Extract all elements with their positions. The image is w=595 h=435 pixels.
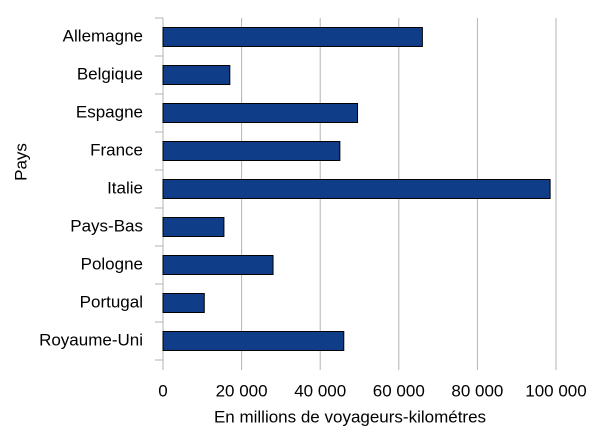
bar — [162, 27, 423, 47]
bar — [162, 293, 205, 313]
y-tick-label: Royaume-Uni — [39, 330, 143, 349]
y-tick-label: Italie — [107, 178, 143, 197]
y-tick-label: Pays-Bas — [70, 216, 143, 235]
bar — [162, 331, 345, 351]
y-tick-label: Portugal — [80, 292, 143, 311]
x-tick-label: 20 000 — [216, 381, 268, 400]
y-tick-label: Espagne — [76, 102, 143, 121]
y-axis-label: Pays — [11, 143, 30, 181]
bar — [162, 65, 231, 85]
x-tick-label: 40 000 — [294, 381, 346, 400]
y-tick-label: France — [90, 140, 143, 159]
bar — [162, 255, 274, 275]
bar — [162, 141, 341, 161]
x-tick-label: 60 000 — [373, 381, 425, 400]
bar — [162, 179, 551, 199]
y-tick-label: Allemagne — [63, 26, 143, 45]
x-tick-label: 100 000 — [525, 381, 586, 400]
x-axis-label: En millions de voyageurs-kilométres — [214, 407, 486, 426]
bar — [162, 217, 225, 237]
y-tick-label: Pologne — [81, 254, 143, 273]
bar — [162, 103, 359, 123]
y-tick-label: Belgique — [77, 64, 143, 83]
x-tick-label: 0 — [158, 381, 167, 400]
x-tick-label: 80 000 — [451, 381, 503, 400]
